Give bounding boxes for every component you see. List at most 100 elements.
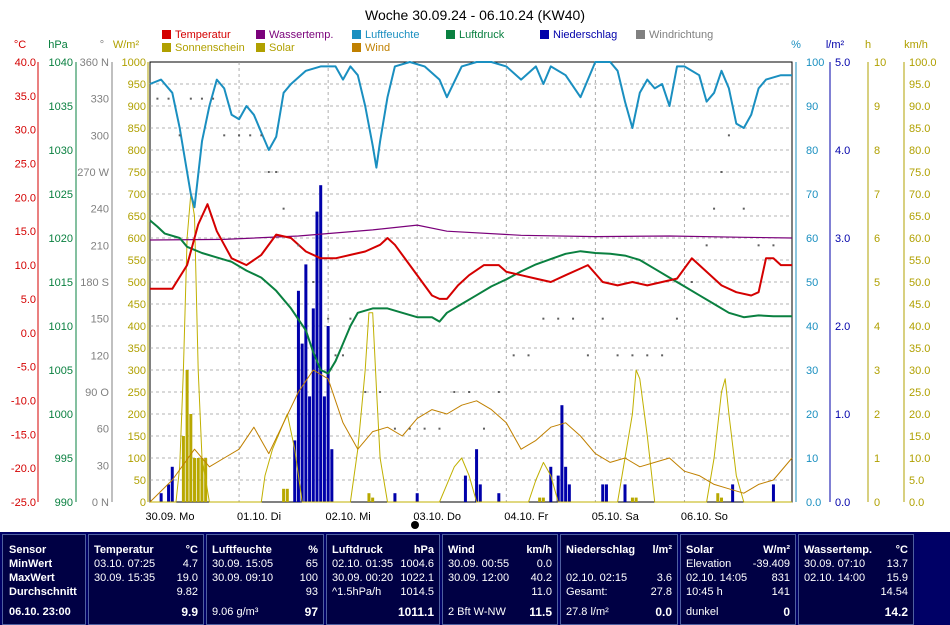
wind-direction-dot [379,391,382,393]
axis-tick-wind: 45.0 [909,299,930,311]
axis-unit-wind: km/h [904,39,928,51]
wind-direction-dot [200,97,203,100]
axis-tick-sun: 7 [874,189,880,201]
wind-direction-dot [312,281,315,283]
legend-label: Wind [365,42,390,54]
axis-tick-humidity: 20 [806,409,818,421]
axis-tick-solar: 350 [128,343,146,355]
axis-tick-direction: 330 [91,94,109,106]
water-max: 15.9 [886,572,908,584]
axis-tick-wind: 75.0 [909,167,930,179]
axis-tick-temp: 25.0 [15,159,36,171]
wind-line [149,369,793,503]
axis-tick-wind: 0.0 [909,497,924,509]
temperature-unit: °C [185,544,198,556]
rain-bar [393,493,397,502]
axis-tick-wind: 100.0 [909,57,937,69]
sunshine-bar [282,488,286,502]
solar-elevation: -39.409 [752,558,790,570]
axis-tick-solar: 700 [128,189,146,201]
axis-tick-temp: 20.0 [15,192,36,204]
axis-tick-solar: 50 [134,475,146,487]
axis-tick-solar: 250 [128,387,146,399]
axis-tick-pressure: 1025 [49,189,73,201]
solar-max: 831 [771,572,790,584]
wind-direction-dot [249,134,252,137]
humidity-max: 100 [299,572,318,584]
wind-header: Wind [448,544,475,556]
wind-direction-dot [468,391,471,393]
legend-swatch [446,30,455,39]
wind-direction-dot [282,207,285,210]
rain-bar [304,264,308,502]
wind-unit: km/h [526,544,552,556]
sunshine-bar [200,458,204,502]
solar-sunshine-value: 141 [771,586,790,598]
sunshine-bar [630,497,634,502]
axis-tick-temp: -10.0 [11,395,36,407]
legend-label: Temperatur [175,29,231,41]
wind-direction-dot [542,317,545,320]
axis-tick-pressure: 1040 [49,57,73,69]
sunshine-bar [181,436,185,502]
axis-unit-pressure: hPa [48,39,68,51]
rain-max-time: 02.10. 02:15 [566,572,628,584]
wind-direction-dot [527,354,530,357]
solar-unit: W/m² [763,544,790,556]
temperature-min-time: 03.10. 07:25 [94,558,156,570]
solar-state: dunkel [686,606,719,618]
axis-tick-solar: 950 [128,79,146,91]
water-avg: 14.54 [880,586,908,598]
pressure-max: 1022.1 [400,572,434,584]
wind-direction-dot [453,391,456,393]
legend-swatch [256,43,265,52]
legend-label: Luftdruck [459,29,505,41]
wind-direction-dot [275,171,278,173]
axis-tick-temp: -20.0 [11,463,36,475]
axis-unit-solar: W/m² [113,39,140,51]
chart-axes: 40.035.030.025.020.015.010.05.00.0-5.0-1… [11,39,937,509]
legend-swatch [540,30,549,39]
rain-bar [311,308,315,502]
axis-tick-temp: -15.0 [11,429,36,441]
rain-bar [315,211,319,502]
sunshine-bar [189,414,193,502]
wind-direction: 2 Bft W-NW [448,606,506,618]
humidity-avg: 93 [305,586,318,598]
wind-direction-dot [260,134,263,137]
legend-label: Sonnenschein [175,42,245,54]
wind-direction-dot [616,354,619,357]
axis-tick-pressure: 1005 [49,365,73,377]
wind-direction-dot [238,134,241,137]
wind-direction-dot [557,317,560,320]
wind-direction-dot [772,244,775,247]
water-header: Wassertemp. [804,544,873,556]
axis-tick-rain: 4.0 [835,145,850,157]
axis-tick-rain: 5.0 [835,57,850,69]
x-tick-label: 02.10. Mi [326,511,371,523]
rain-bar [604,484,608,502]
rain-bar [159,493,163,502]
rain-bar [167,484,171,502]
rain-bar [330,449,334,502]
axis-unit-humidity: % [791,39,801,51]
axis-tick-direction: 300 [91,130,109,142]
stats-pressure: Luftdruck hPa 02.10. 01:35 1004.6 30.09.… [326,534,440,625]
axis-tick-wind: 20.0 [909,409,930,421]
pressure-min: 1004.6 [400,558,434,570]
axis-tick-pressure: 1030 [49,145,73,157]
axis-tick-solar: 900 [128,101,146,113]
x-tick-label: 06.10. So [681,511,728,523]
water-min-time: 30.09. 07:10 [804,558,866,570]
sunshine-bar [285,488,289,502]
chart-bars [159,185,775,502]
axis-tick-direction: 360 N [80,57,109,69]
chart-grid [149,61,793,503]
rain-unit: l/m² [652,544,672,556]
wind-current: 11.5 [529,605,552,619]
axis-unit-sun: h [865,39,871,51]
sunshine-bar [371,497,375,502]
sensor-row-min: MinWert [9,558,53,570]
axis-tick-wind: 80.0 [909,145,930,157]
wind-direction-dot [349,317,352,320]
